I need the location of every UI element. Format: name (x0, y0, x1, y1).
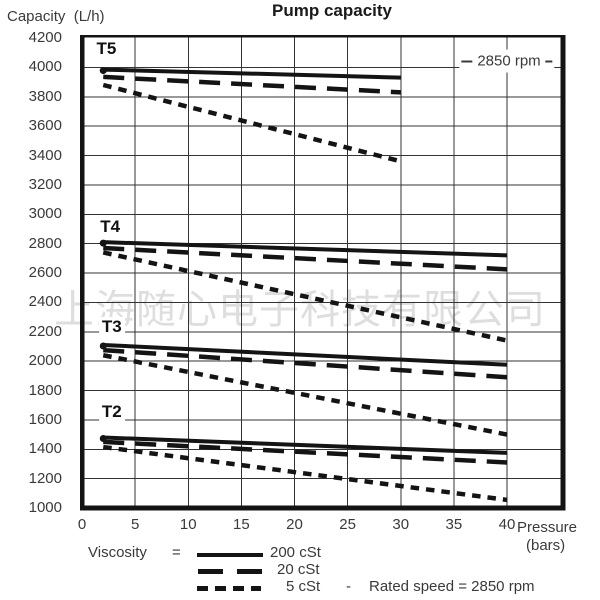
grid-layer (82, 36, 563, 508)
curve-T5-solid (103, 67, 401, 80)
x-tick-label: 15 (233, 516, 250, 533)
plot-border (79, 34, 566, 511)
y-tick-label: 1000 (28, 499, 62, 516)
legend-equals: = (172, 544, 181, 561)
curve-T4-dotted (102, 250, 508, 343)
curve-T4-dashed (103, 245, 508, 272)
group-label-T5: T5 (93, 39, 120, 60)
x-axis-title-line2: (bars) (526, 537, 566, 554)
y-tick-label: 1200 (28, 469, 62, 487)
y-tick-label: 1800 (28, 381, 62, 399)
legend-item-label-5cst: 5 cSt (286, 578, 321, 595)
y-tick-label: 2800 (28, 234, 62, 252)
legend-line-dotted-icon (197, 586, 261, 591)
x-axis-title: Pressure (bars) (517, 519, 577, 555)
legend-line-dashed-icon (198, 569, 262, 574)
legend-separator: - (346, 578, 351, 595)
y-tick-label: 2000 (28, 352, 62, 370)
x-tick-label: 30 (392, 516, 410, 533)
y-tick-label: 3600 (28, 117, 62, 135)
curve-T3-dashed (103, 347, 508, 380)
y-tick-label: 2400 (28, 293, 62, 311)
curve-T2-dotted (102, 444, 508, 503)
curve-T5-dotted (102, 82, 402, 164)
y-tick-label: 3200 (28, 175, 62, 193)
curve-start-blob (99, 67, 107, 75)
curve-T2-dashed (103, 439, 508, 465)
legend-line-solid-icon (197, 553, 263, 557)
y-tick-label: 2200 (28, 322, 62, 340)
curve-T5-dashed (103, 74, 401, 95)
y-axis-title: Capacity (L/h) (7, 8, 105, 25)
y-tick-label: 4200 (28, 29, 62, 46)
y-tick-label: 1400 (28, 440, 62, 458)
x-axis-title-line1: Pressure (517, 519, 578, 536)
group-label-T3: T3 (98, 317, 125, 338)
y-tick-label: 4000 (28, 58, 62, 76)
y-tick-label: 3000 (28, 205, 62, 223)
curve-start-blob (99, 342, 107, 350)
curves-layer (99, 67, 508, 503)
x-tick-label: 35 (445, 516, 463, 533)
y-tick-label: 3800 (28, 87, 62, 105)
y-tick-label: 3400 (28, 146, 62, 164)
chart-title: Pump capacity (272, 1, 392, 20)
curve-start-blob (99, 239, 107, 247)
legend-rated-speed: Rated speed = 2850 rpm (369, 578, 535, 595)
x-tick-label: 10 (179, 516, 197, 533)
legend-viscosity-label: Viscosity (88, 544, 147, 561)
curve-T3-dotted (102, 353, 508, 437)
x-tick-label: 20 (286, 516, 303, 533)
rpm-annotation: 2850 rpm (459, 49, 555, 73)
group-label-T4: T4 (97, 217, 124, 238)
watermark: 上海随心电子科技有限公司 (54, 288, 546, 332)
x-tick-label: 5 (130, 516, 140, 533)
y-tick-label: 1600 (28, 410, 62, 428)
y-tick-label: 2600 (28, 264, 62, 281)
legend-item-label-200cst: 200 cSt (270, 544, 321, 561)
x-tick-label: 40 (498, 516, 516, 533)
legend-item-label-20cst: 20 cSt (277, 561, 320, 578)
dash-decoration-icon (545, 60, 553, 62)
curve-T3-solid (103, 342, 508, 367)
curve-T4-solid (103, 240, 508, 258)
dash-decoration-icon (461, 60, 473, 62)
x-tick-label: 25 (339, 516, 356, 533)
rpm-annotation-text: 2850 rpm (477, 52, 541, 70)
group-label-T2: T2 (98, 401, 125, 422)
curve-T2-solid (103, 435, 508, 455)
x-tick-label: 0 (77, 516, 87, 533)
